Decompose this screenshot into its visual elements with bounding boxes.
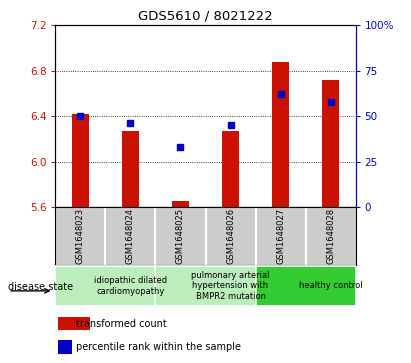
Text: GSM1648024: GSM1648024 <box>126 208 135 264</box>
FancyBboxPatch shape <box>256 266 356 306</box>
Text: pulmonary arterial
hypertension with
BMPR2 mutation: pulmonary arterial hypertension with BMP… <box>191 271 270 301</box>
FancyBboxPatch shape <box>55 266 155 306</box>
Bar <box>58 317 72 330</box>
Text: GSM1648025: GSM1648025 <box>176 208 185 264</box>
Bar <box>72 114 89 207</box>
Bar <box>222 131 239 207</box>
Text: percentile rank within the sample: percentile rank within the sample <box>76 342 242 352</box>
Bar <box>58 340 72 354</box>
Text: idiopathic dilated
cardiomyopathy: idiopathic dilated cardiomyopathy <box>94 276 167 295</box>
Bar <box>172 201 189 207</box>
Bar <box>58 317 90 330</box>
Text: GSM1648028: GSM1648028 <box>326 208 335 264</box>
Bar <box>122 131 139 207</box>
Text: GSM1648023: GSM1648023 <box>76 208 85 264</box>
Text: disease state: disease state <box>8 282 73 292</box>
Text: GDS5610 / 8021222: GDS5610 / 8021222 <box>138 9 273 22</box>
Text: healthy control: healthy control <box>299 281 363 290</box>
Bar <box>272 62 289 207</box>
Bar <box>322 80 339 207</box>
Text: GSM1648026: GSM1648026 <box>226 208 235 264</box>
Text: GSM1648027: GSM1648027 <box>276 208 285 264</box>
Text: transformed count: transformed count <box>76 318 167 329</box>
FancyBboxPatch shape <box>155 266 256 306</box>
